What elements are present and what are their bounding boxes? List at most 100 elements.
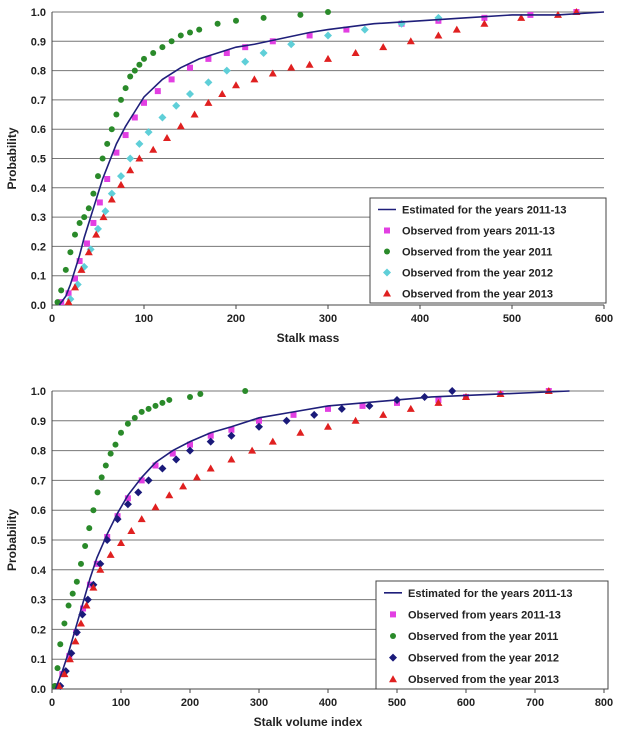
chart1-x-axis-label: Stalk mass bbox=[277, 331, 340, 345]
chart1-data-point bbox=[107, 195, 116, 203]
chart1-data-point bbox=[76, 219, 83, 226]
chart1-data-point bbox=[81, 214, 88, 221]
chart2-data-point bbox=[379, 410, 388, 418]
chart1-data-point bbox=[77, 265, 86, 273]
chart1-data-point bbox=[159, 44, 166, 51]
chart2-x-axis-label: Stalk volume index bbox=[254, 715, 363, 729]
chart1-data-point bbox=[90, 190, 97, 197]
chart2-data-point bbox=[131, 414, 138, 421]
chart1-y-tick-label: 0.0 bbox=[31, 300, 46, 312]
chart2-data-point bbox=[325, 405, 331, 412]
chart2-data-point bbox=[296, 428, 305, 436]
chart1-data-point bbox=[65, 290, 72, 297]
chart1-data-point bbox=[324, 31, 332, 40]
chart1-y-tick-label: 1.0 bbox=[31, 7, 46, 19]
chart2-data-point bbox=[255, 422, 263, 431]
chart1-data-point bbox=[481, 14, 488, 21]
chart2-data-point bbox=[106, 550, 115, 558]
chart2-y-tick-label: 0.9 bbox=[31, 416, 46, 428]
chart1-data-point bbox=[131, 67, 138, 74]
chart2-data-point bbox=[137, 515, 146, 523]
chart2-data-point bbox=[57, 641, 64, 648]
chart1-legend: Estimated for the years 2011-13 Observed … bbox=[369, 197, 607, 304]
chart1-y-tick-label: 0.7 bbox=[31, 95, 46, 107]
chart1-data-point bbox=[141, 55, 147, 62]
chart1-data-point bbox=[158, 113, 167, 122]
chart1-data-point bbox=[76, 258, 83, 265]
chart1-y-tick-label: 0.8 bbox=[31, 66, 46, 78]
chart2-legend-marker-swatch bbox=[389, 675, 397, 683]
chart2-series-1 bbox=[54, 390, 570, 690]
chart1-x-tick-label: 500 bbox=[503, 313, 521, 325]
chart2-y-tick-label: 0.2 bbox=[31, 624, 46, 636]
chart1-x-tick-label: 100 bbox=[135, 313, 153, 325]
chart1-x-tick-label: 300 bbox=[319, 313, 337, 325]
chart1-data-point bbox=[144, 128, 153, 137]
chart2-data-point bbox=[82, 542, 89, 549]
chart2-data-point bbox=[228, 426, 235, 433]
chart2-data-point bbox=[69, 590, 76, 597]
chart1-y-tick-label: 0.2 bbox=[31, 241, 46, 253]
chart1-data-point bbox=[135, 154, 144, 162]
chart1-data-point bbox=[67, 249, 74, 256]
chart2-data-point bbox=[127, 527, 136, 535]
chart2-data-point bbox=[324, 422, 332, 430]
chart2-legend-label: Observed from years 2011-13 bbox=[408, 609, 561, 621]
chart1-data-point bbox=[268, 69, 277, 77]
chart1-data-point bbox=[135, 139, 144, 148]
chart1-data-point bbox=[154, 88, 161, 95]
chart2-data-point bbox=[197, 390, 204, 397]
chart1-data-point bbox=[163, 133, 171, 141]
chart2-data-point bbox=[144, 476, 153, 485]
chart1-data-point bbox=[214, 20, 221, 27]
chart1-data-point bbox=[71, 283, 79, 291]
chart1-data-point bbox=[480, 19, 489, 27]
chart1-data-point bbox=[104, 176, 111, 183]
chart2-data-point bbox=[206, 437, 215, 446]
chart1-legend-label: Observed from the year 2013 bbox=[402, 289, 553, 301]
chart1-data-point bbox=[233, 17, 239, 24]
chart2-y-tick-label: 0.6 bbox=[31, 505, 46, 517]
chart2-legend-label: Observed from the year 2011 bbox=[408, 631, 558, 643]
chart1-data-point bbox=[83, 240, 90, 247]
chart1-y-tick-label: 0.9 bbox=[31, 36, 46, 48]
chart1-data-point bbox=[324, 54, 332, 62]
chart2-data-point bbox=[365, 401, 374, 410]
chart1-data-point bbox=[104, 140, 111, 147]
chart1-legend-label: Observed from years 2011-13 bbox=[402, 226, 555, 238]
chart2-data-point bbox=[406, 404, 415, 412]
chart1-estimated-curve bbox=[58, 11, 605, 306]
chart2-legend: Estimated for the years 2011-13 Observed … bbox=[375, 580, 609, 690]
chart2-y-tick-label: 0.8 bbox=[31, 446, 46, 458]
chart1-data-point bbox=[452, 25, 461, 33]
chart1-data-point bbox=[85, 205, 92, 212]
chart2-data-point bbox=[359, 402, 366, 409]
chart2-data-point bbox=[351, 416, 360, 424]
chart1-plot: 0.0 0.1 0.2 0.3 0.4 0.5 0.6 0.7 0.8 0.9 1.0 0 100 200… bbox=[5, 7, 613, 345]
chart1-data-point bbox=[196, 26, 203, 33]
chart1-y-tick-label: 0.3 bbox=[31, 212, 46, 224]
chart2-data-point bbox=[94, 489, 101, 496]
chart2-y-tick-label: 0.0 bbox=[31, 684, 46, 696]
chart1-data-point bbox=[222, 66, 231, 75]
chart1-data-point bbox=[305, 60, 314, 68]
chart1-data-point bbox=[64, 298, 73, 306]
chart2-legend-box bbox=[375, 580, 609, 690]
chart2-data-point bbox=[71, 637, 80, 645]
chart1-data-point bbox=[90, 219, 97, 226]
chart1-data-point bbox=[127, 73, 134, 80]
chart2-data-point bbox=[65, 655, 74, 663]
chart2-data-point bbox=[165, 491, 174, 499]
chart1-data-point bbox=[92, 230, 101, 238]
chart2-data-point bbox=[448, 387, 457, 395]
chart2-data-point bbox=[462, 392, 470, 400]
chart1-legend-label: Observed from the year 2011 bbox=[402, 247, 552, 259]
chart1-data-point bbox=[141, 99, 147, 106]
chart2-data-point bbox=[158, 464, 167, 473]
chart2-data-point bbox=[83, 595, 92, 604]
chart2-data-point bbox=[179, 482, 188, 490]
chart1-data-point bbox=[232, 81, 240, 89]
chart1-y-tick-label: 0.4 bbox=[31, 183, 47, 195]
chart2-series-3 bbox=[51, 388, 249, 690]
